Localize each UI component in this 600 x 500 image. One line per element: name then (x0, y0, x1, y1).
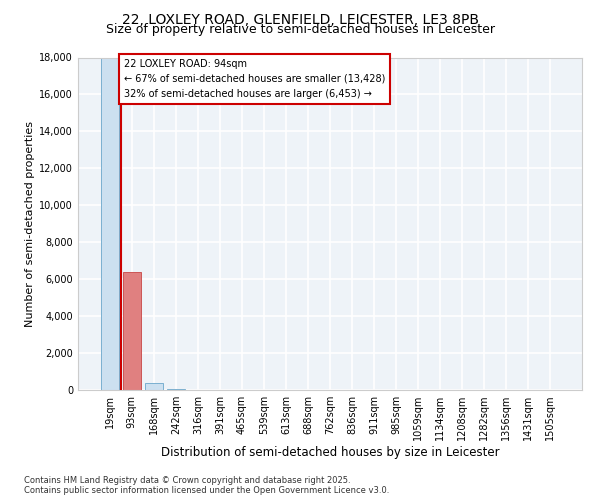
X-axis label: Distribution of semi-detached houses by size in Leicester: Distribution of semi-detached houses by … (161, 446, 499, 459)
Y-axis label: Number of semi-detached properties: Number of semi-detached properties (25, 120, 35, 327)
Bar (101, 0, 119, 390)
Text: Contains HM Land Registry data © Crown copyright and database right 2025.
Contai: Contains HM Land Registry data © Crown c… (24, 476, 389, 495)
Text: 22, LOXLEY ROAD, GLENFIELD, LEICESTER, LE3 8PB: 22, LOXLEY ROAD, GLENFIELD, LEICESTER, L… (121, 12, 479, 26)
Bar (123, 272, 140, 390)
Bar (145, 383, 163, 390)
Text: Size of property relative to semi-detached houses in Leicester: Size of property relative to semi-detach… (106, 22, 494, 36)
Text: 22 LOXLEY ROAD: 94sqm
← 67% of semi-detached houses are smaller (13,428)
32% of : 22 LOXLEY ROAD: 94sqm ← 67% of semi-deta… (124, 59, 385, 99)
